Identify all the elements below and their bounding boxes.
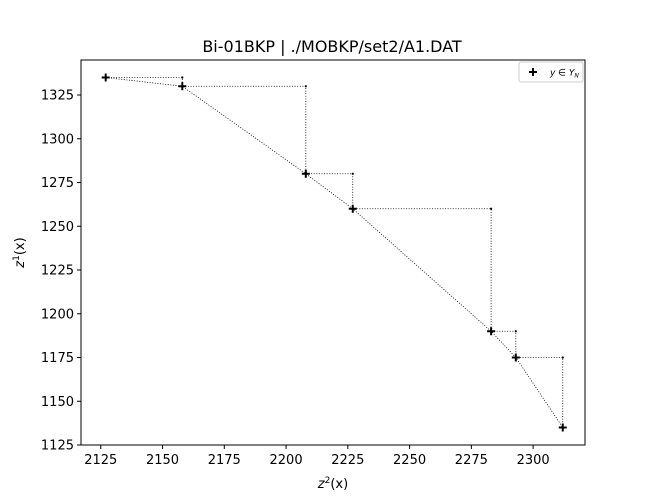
- y-tick-label: 1300: [41, 132, 74, 147]
- staircase-corner-dot: [181, 76, 184, 79]
- data-point-marker: [487, 327, 496, 336]
- y-tick-label: 1150: [41, 395, 74, 410]
- y-tick-label: 1125: [41, 439, 74, 454]
- y-tick-label: 1275: [41, 176, 74, 191]
- x-tick-label: 2175: [208, 453, 241, 468]
- y-tick-label: 1250: [41, 220, 74, 235]
- legend-label: y ∈ YN: [549, 69, 579, 80]
- data-point-marker: [178, 82, 187, 91]
- data-point-marker: [101, 73, 110, 82]
- staircase-corner-dot: [351, 172, 354, 175]
- data-point-marker: [558, 423, 567, 432]
- y-tick-label: 1325: [41, 89, 74, 104]
- data-markers: [101, 73, 567, 432]
- axis-ticks: 2125 2150 2175 2200 2225 2250 2275 2300 1125 1150…: [41, 89, 550, 469]
- y-tick-label: 1225: [41, 264, 74, 279]
- plot-area: 2125 2150 2175 2200 2225 2250 2275 2300 1125 1150…: [41, 59, 586, 469]
- plot-frame: [80, 59, 586, 446]
- x-tick-label: 2250: [393, 453, 426, 468]
- x-tick-label: 2150: [146, 453, 179, 468]
- staircase-corner-dot: [490, 207, 493, 210]
- x-tick-label: 2125: [84, 453, 117, 468]
- chart-title: Bi-01BKP | ./MOBKP/set2/A1.DAT: [202, 37, 462, 56]
- x-tick-label: 2275: [455, 453, 488, 468]
- staircase-corner-dot: [514, 330, 517, 333]
- legend-box: [518, 61, 584, 83]
- x-tick-label: 2225: [331, 453, 364, 468]
- data-point-marker: [301, 169, 310, 178]
- data-point-marker: [348, 204, 357, 213]
- y-tick-label: 1200: [41, 307, 74, 322]
- x-tick-label: 2200: [270, 453, 303, 468]
- y-axis-label: z1(x): [12, 237, 28, 268]
- legend-marker: [529, 68, 537, 76]
- x-axis-label: z2(x): [317, 476, 348, 492]
- legend: y ∈ YN: [518, 61, 584, 83]
- data-point-marker: [511, 353, 520, 362]
- staircase-corner-dot: [561, 356, 564, 359]
- x-tick-label: 2300: [517, 453, 550, 468]
- y-tick-label: 1175: [41, 351, 74, 366]
- staircase-corner-dot: [304, 85, 307, 88]
